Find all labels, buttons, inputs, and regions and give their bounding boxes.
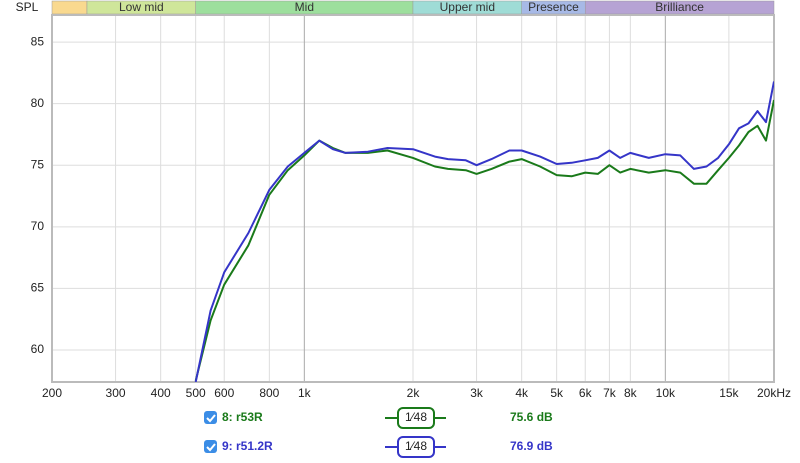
series-line [194,81,774,382]
x-tick-label: 1k [298,386,312,400]
y-tick-label: 85 [31,34,45,48]
x-tick-label: 800 [259,386,279,400]
band-label: Upper mid [440,0,495,14]
x-tick-label: 4k [515,386,529,400]
x-tick-label: 400 [151,386,171,400]
y-tick-label: 65 [31,281,45,295]
x-tick-label: 15k [719,386,739,400]
level-label: 76.9 dB [510,439,553,453]
x-tick-label: 500 [186,386,206,400]
band [51,0,88,15]
band-label: Brilliance [655,0,704,14]
x-tick-label: 600 [214,386,234,400]
smoothing-label: 1⁄48 [405,410,427,424]
x-tick-label: 5k [550,386,564,400]
smoothing-label: 1⁄48 [405,439,427,453]
x-tick-label: 20kHz [757,386,791,400]
x-tick-label: 7k [603,386,617,400]
x-tick-label: 10k [656,386,676,400]
band-label: Low mid [119,0,164,14]
level-label: 75.6 dB [510,410,553,424]
legend-box [397,407,435,429]
y-tick-label: 75 [31,157,45,171]
checkbox[interactable] [204,440,217,453]
legend-box [397,436,435,458]
x-tick-label: 6k [579,386,593,400]
x-tick-label: 3k [470,386,484,400]
plot-border [51,14,775,383]
legend-label: 8: r53R [222,410,263,424]
band-label: Mid [295,0,314,14]
band-label: Presence [528,0,579,14]
legend-label: 9: r51.2R [222,439,273,453]
x-tick-label: 8k [624,386,638,400]
y-tick-label: 70 [31,219,45,233]
y-tick-label: 60 [31,342,45,356]
x-tick-label: 2k [407,386,421,400]
check [206,443,216,452]
checkbox[interactable] [204,411,217,424]
y-tick-label: 80 [31,96,45,110]
x-tick-label: 300 [106,386,126,400]
x-tick-label: 200 [42,386,62,400]
check [206,414,216,423]
y-axis-label: SPL [16,0,39,14]
